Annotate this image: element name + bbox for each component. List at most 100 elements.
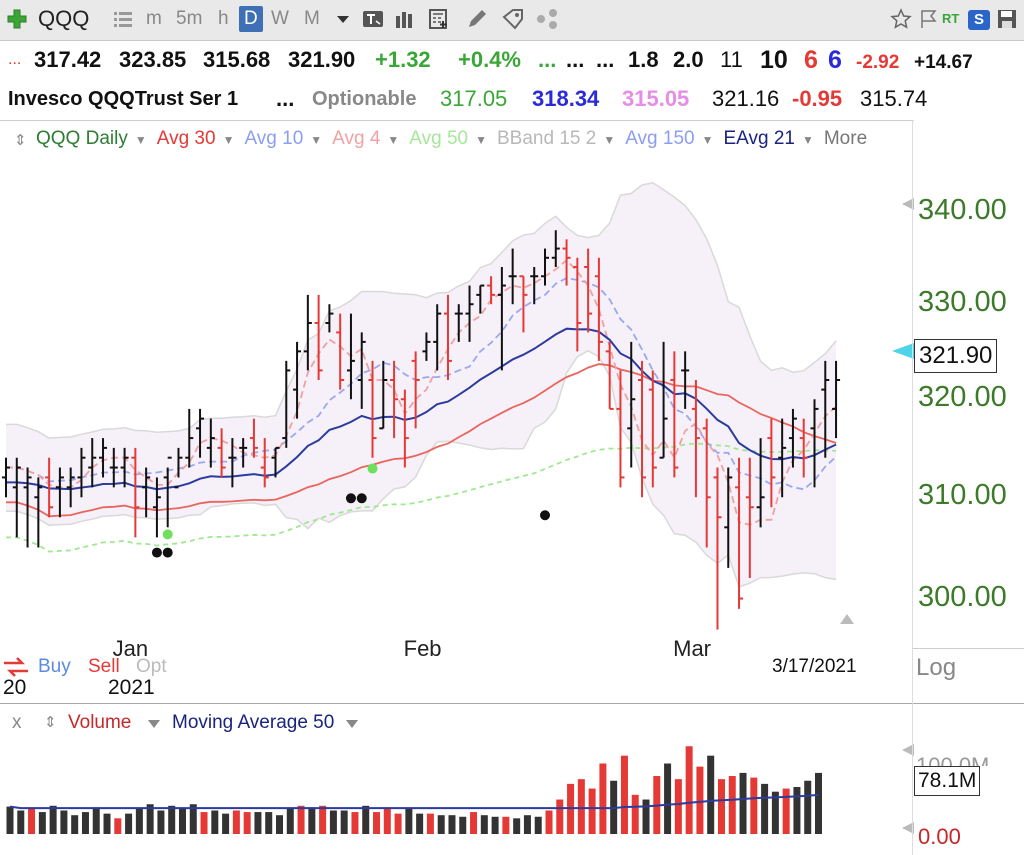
close-volume-button[interactable]: x — [12, 712, 22, 733]
stat-4: 10 — [760, 46, 788, 74]
legend-dropdown-icon[interactable]: ▼ — [701, 133, 714, 147]
s-icon[interactable]: S — [968, 10, 990, 30]
period-mo[interactable]: M — [304, 8, 320, 29]
ohlc-bar — [152, 477, 161, 538]
ohlc-bar — [594, 257, 603, 361]
volume-scroll-left-icon-2[interactable] — [902, 822, 914, 834]
volume-dropdown-icon[interactable] — [148, 720, 160, 728]
legend-dropdown-icon[interactable]: ▼ — [310, 133, 323, 147]
volume-ma-label: Moving Average 50 — [172, 712, 335, 733]
volume-tick-zero: 0.00 — [918, 824, 961, 849]
dots-a: ... — [566, 47, 585, 72]
legend-dropdown-icon[interactable]: ▼ — [222, 133, 235, 147]
volume-bar — [71, 815, 79, 834]
buy-sell-arrows-icon[interactable] — [2, 656, 30, 678]
current-price-label: 321.90 — [914, 339, 998, 373]
ohlc-bar — [314, 294, 323, 381]
scroll-up-icon[interactable] — [840, 614, 854, 624]
avg50-line — [6, 442, 837, 553]
legend-item-5[interactable]: BBand 15 2 — [497, 128, 597, 149]
volume-bar — [556, 799, 564, 834]
bars-icon[interactable] — [394, 8, 416, 30]
legend-item-1[interactable]: Avg 30 — [156, 128, 216, 149]
ohlc-bar — [23, 467, 32, 548]
volume-bar — [664, 763, 672, 834]
legend-dropdown-icon[interactable]: ▼ — [134, 133, 147, 147]
stat-1: 1.8 — [628, 47, 659, 72]
rt-icon[interactable]: RT — [942, 11, 960, 26]
ohlc-bar — [379, 360, 388, 430]
axis-separator — [912, 648, 1024, 649]
volume-bar — [308, 807, 316, 834]
ohlc-bar — [433, 304, 442, 371]
period-w[interactable]: W — [271, 8, 289, 29]
ohlc-bar — [573, 257, 582, 352]
list-icon[interactable] — [112, 8, 134, 30]
period-h[interactable]: h — [218, 8, 229, 29]
ohlc-bar — [131, 447, 140, 538]
share-icon[interactable] — [536, 8, 558, 30]
legend-item-8[interactable]: More — [823, 128, 868, 149]
pencil-icon[interactable] — [466, 8, 488, 30]
ohlc-bar — [142, 467, 151, 518]
legend-dropdown-icon[interactable]: ▼ — [387, 133, 400, 147]
volume-bar — [653, 776, 661, 834]
legend-item-7[interactable]: EAvg 21 — [723, 128, 795, 149]
buy-button[interactable]: Buy — [38, 656, 71, 677]
volume-bar — [92, 807, 100, 834]
ohlc-bar — [217, 428, 226, 478]
volume-scroll-left-icon[interactable] — [902, 744, 914, 756]
x-tick-label: Feb — [403, 636, 442, 661]
dropdown-icon[interactable] — [332, 8, 354, 30]
y-tick-label: 300.00 — [918, 580, 1007, 613]
legend-item-6[interactable]: Avg 150 — [625, 128, 695, 149]
volume-bar — [135, 808, 143, 834]
calculator-icon[interactable] — [428, 8, 450, 30]
volume-bar — [502, 816, 510, 834]
volume-bar — [297, 805, 305, 834]
ohlc-bar — [260, 438, 269, 488]
text-icon[interactable] — [362, 8, 384, 30]
ohlc-bar — [584, 248, 593, 333]
volume-bar — [157, 810, 165, 834]
bollinger-upper — [6, 182, 837, 439]
quote-row-info: Invesco QQQTrust Ser 1 ... Optionable 31… — [0, 80, 1024, 118]
legend-dropdown-icon[interactable]: ▼ — [475, 133, 487, 147]
period-d[interactable]: D — [239, 6, 263, 32]
legend-handle-icon[interactable]: ⇕ — [14, 132, 27, 149]
legend-dropdown-icon[interactable]: ▼ — [801, 133, 814, 147]
volume-bar — [761, 783, 769, 834]
volume-bar — [815, 772, 822, 834]
save-icon[interactable] — [996, 8, 1018, 30]
volume-bar — [383, 807, 391, 834]
ohlc-bar — [293, 341, 302, 419]
volume-ma-dropdown-icon[interactable] — [346, 720, 358, 728]
period-5m[interactable]: 5m — [176, 8, 203, 29]
volume-bar — [211, 810, 219, 834]
ohlc-bar — [271, 446, 280, 478]
year-label: 2021 — [108, 676, 155, 699]
ohlc-bar — [120, 447, 129, 488]
scroll-left-icon[interactable] — [902, 198, 914, 210]
tag-icon[interactable] — [502, 8, 524, 30]
star-icon[interactable] — [890, 8, 912, 30]
volume-bar — [38, 812, 46, 834]
ohlc-bar — [34, 477, 43, 548]
flag-icon[interactable] — [918, 8, 940, 30]
period-m[interactable]: m — [146, 8, 162, 29]
legend-dropdown-icon[interactable]: ▼ — [603, 133, 616, 147]
legend-item-4[interactable]: Avg 50 — [409, 128, 469, 149]
volume-handle-icon[interactable]: ⇕ — [44, 714, 57, 731]
volume-bar — [373, 812, 381, 834]
legend-item-2[interactable]: Avg 10 — [244, 128, 304, 149]
stat-8: +14.67 — [914, 52, 973, 73]
sell-button[interactable]: Sell — [88, 656, 120, 677]
ohlc-bar — [713, 467, 722, 630]
legend-item-3[interactable]: Avg 4 — [332, 128, 381, 149]
volume-bar — [437, 815, 445, 834]
log-toggle[interactable]: Log — [916, 654, 957, 681]
options-button[interactable]: Opt — [136, 656, 167, 677]
symbol-field[interactable]: QQQ — [38, 6, 90, 31]
add-icon[interactable] — [6, 8, 28, 30]
legend-item-0[interactable]: QQQ Daily — [36, 128, 128, 149]
